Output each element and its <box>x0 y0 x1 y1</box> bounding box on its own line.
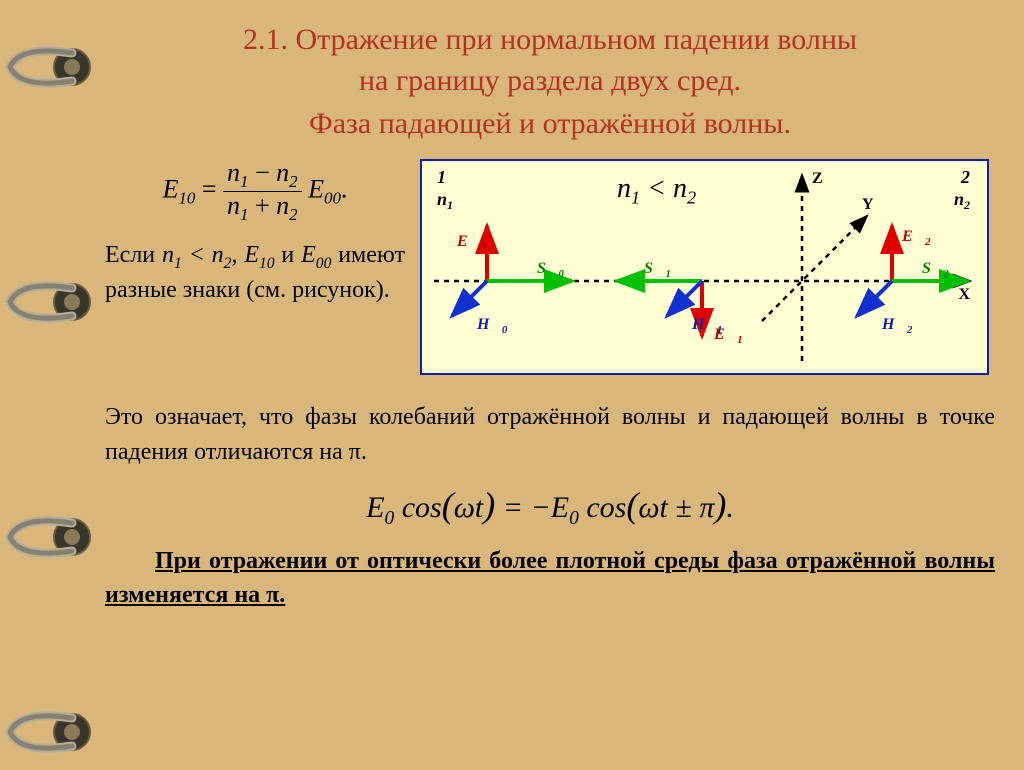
section-title: 2.1. Отражение при нормальном падении во… <box>105 20 995 101</box>
formula-e10: E10 = n1 − n2 n1 + n2 E00. <box>105 159 405 224</box>
svg-text:S⃗0: S⃗0 <box>537 260 564 280</box>
section-subtitle: Фаза падающей и отражённой волны. <box>105 107 995 141</box>
svg-text:H⃗2: H⃗2 <box>881 316 913 336</box>
svg-text:X: X <box>958 286 970 303</box>
svg-text:S⃗2: S⃗2 <box>922 260 949 280</box>
binder-ring <box>0 700 100 765</box>
wave-diagram: n1 < n2 <box>420 159 989 375</box>
svg-text:H⃗0: H⃗0 <box>476 316 508 336</box>
svg-text:n2: n2 <box>954 189 970 212</box>
svg-text:1: 1 <box>437 167 446 187</box>
svg-text:Z: Z <box>812 170 823 187</box>
diagram-inequality: n1 < n2 <box>617 173 696 209</box>
svg-text:E⃗2: E⃗2 <box>901 228 931 248</box>
paragraph-explanation: Это означает, что фазы колебаний отражён… <box>105 400 995 470</box>
title-line-1: 2.1. Отражение при нормальном падении во… <box>243 23 857 56</box>
conclusion-text: При отражении от оптически более плотной… <box>105 544 995 614</box>
svg-text:Y: Y <box>862 196 874 213</box>
binder-ring <box>0 35 100 100</box>
svg-text:2: 2 <box>960 167 970 187</box>
binder-ring <box>0 505 100 570</box>
svg-text:E⃗0: E⃗0 <box>456 233 486 253</box>
paragraph-condition: Если n1 < n2, E10 и E00 имеют разные зна… <box>105 239 405 306</box>
svg-text:S⃗1: S⃗1 <box>644 260 671 280</box>
formula-phase: E0 cos(ωt) = −E0 cos(ωt ± π). <box>105 484 995 530</box>
binder-ring <box>0 270 100 335</box>
svg-text:H⃗1: H⃗1 <box>691 316 722 336</box>
diagram-svg: 1 n1 2 n2 Z Y X E⃗0 S⃗0 H⃗0 E⃗1 S⃗1 H⃗1 … <box>422 161 987 373</box>
svg-text:n1: n1 <box>437 189 453 212</box>
title-line-2: на границу раздела двух сред. <box>359 64 741 97</box>
